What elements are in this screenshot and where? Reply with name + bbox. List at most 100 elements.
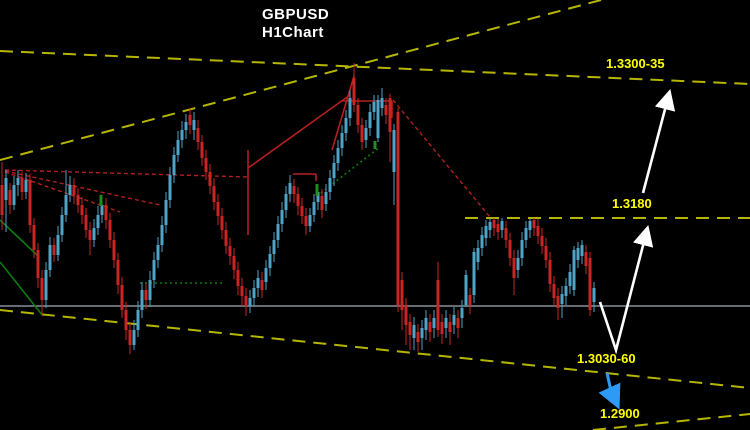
green-marker xyxy=(315,184,319,196)
candle-body xyxy=(412,325,416,338)
trendline xyxy=(316,146,381,197)
candle-body xyxy=(196,128,200,142)
chart-symbol: GBPUSD xyxy=(262,6,330,23)
candle-body xyxy=(368,112,372,128)
candle-body xyxy=(408,322,412,335)
candle-body xyxy=(128,330,132,345)
candle-body xyxy=(536,226,540,236)
candle-body xyxy=(324,192,328,204)
candle-body xyxy=(352,78,356,105)
candle-body xyxy=(528,221,532,230)
trendline xyxy=(331,75,355,151)
candle-body xyxy=(44,270,48,300)
candle-body xyxy=(108,220,112,240)
price-label-1.2900: 1.2900 xyxy=(600,406,640,421)
candle-body xyxy=(244,296,248,306)
candle-body xyxy=(328,178,332,192)
candle-body xyxy=(316,192,320,202)
candle-body xyxy=(4,178,8,200)
candle-body xyxy=(224,230,228,246)
candle-body xyxy=(460,308,464,318)
candle-body xyxy=(452,315,456,325)
candle-body xyxy=(372,102,376,112)
candle-body xyxy=(52,245,56,255)
candle-body xyxy=(504,228,508,240)
candle-body xyxy=(420,328,424,338)
candle-body xyxy=(332,163,336,178)
candle-body xyxy=(576,248,580,260)
candle-body xyxy=(164,200,168,225)
price-label-1.3180: 1.3180 xyxy=(612,196,652,211)
candle-body xyxy=(384,105,388,115)
candle-body xyxy=(584,252,588,266)
candle-body xyxy=(524,228,528,240)
green-marker xyxy=(373,141,377,149)
candle-body xyxy=(432,318,436,328)
arrow-up-to-1.3300 xyxy=(641,88,676,194)
candle-body xyxy=(8,190,12,205)
trendline xyxy=(0,261,44,317)
candle-body xyxy=(272,240,276,254)
candle-body xyxy=(264,268,268,282)
candle-body xyxy=(28,180,32,225)
candle-body xyxy=(48,245,52,270)
candle-body xyxy=(32,225,36,250)
candle-body xyxy=(568,272,572,286)
candle-body xyxy=(588,258,592,310)
candle-body xyxy=(132,330,136,345)
candle-body xyxy=(116,260,120,285)
candle-body xyxy=(216,202,220,216)
candle-body xyxy=(492,220,496,228)
candle-body xyxy=(424,318,428,330)
candle-body xyxy=(544,246,548,260)
candle-body xyxy=(24,180,28,192)
candle-body xyxy=(560,294,564,304)
candle-body xyxy=(320,196,324,210)
candle-body xyxy=(396,112,400,305)
chart-timeframe: H1Chart xyxy=(262,24,324,41)
candle-body xyxy=(580,245,584,256)
candle-body xyxy=(344,118,348,133)
candle-body xyxy=(252,288,256,298)
candle-body xyxy=(500,221,504,230)
candle-body xyxy=(64,195,68,215)
candle-body xyxy=(160,225,164,245)
candle-body xyxy=(208,172,212,186)
candle-body xyxy=(496,224,500,232)
candle-body xyxy=(516,258,520,270)
candle-body xyxy=(268,254,272,268)
candle-body xyxy=(356,105,360,125)
candle-body xyxy=(284,194,288,210)
candle-body xyxy=(180,130,184,140)
candle-body xyxy=(192,120,196,130)
candle-body xyxy=(488,222,492,230)
candle-body xyxy=(156,245,160,260)
candle-body xyxy=(440,322,444,334)
candle-body xyxy=(300,206,304,216)
candle-body xyxy=(380,98,384,108)
candle-body xyxy=(96,215,100,228)
candle-body xyxy=(456,318,460,328)
trendline xyxy=(592,413,750,430)
candle-body xyxy=(340,133,344,148)
candle-body xyxy=(512,258,516,278)
candle-body xyxy=(112,240,116,260)
candle-body xyxy=(176,140,180,155)
candle-body xyxy=(140,290,144,310)
candle-body xyxy=(152,260,156,280)
candle-body xyxy=(472,252,476,295)
candle-body xyxy=(480,235,484,248)
candle-body xyxy=(288,183,292,194)
candle-body xyxy=(392,130,396,172)
candle-body xyxy=(564,286,568,296)
candle-body xyxy=(200,142,204,158)
candle-body xyxy=(92,228,96,240)
candle-body xyxy=(436,280,440,330)
candle-body xyxy=(232,256,236,270)
arrow-down-to-1.2900 xyxy=(598,372,621,410)
candle-body xyxy=(88,230,92,240)
candle-body xyxy=(120,285,124,310)
candle-body xyxy=(304,216,308,226)
candle-body xyxy=(256,278,260,288)
